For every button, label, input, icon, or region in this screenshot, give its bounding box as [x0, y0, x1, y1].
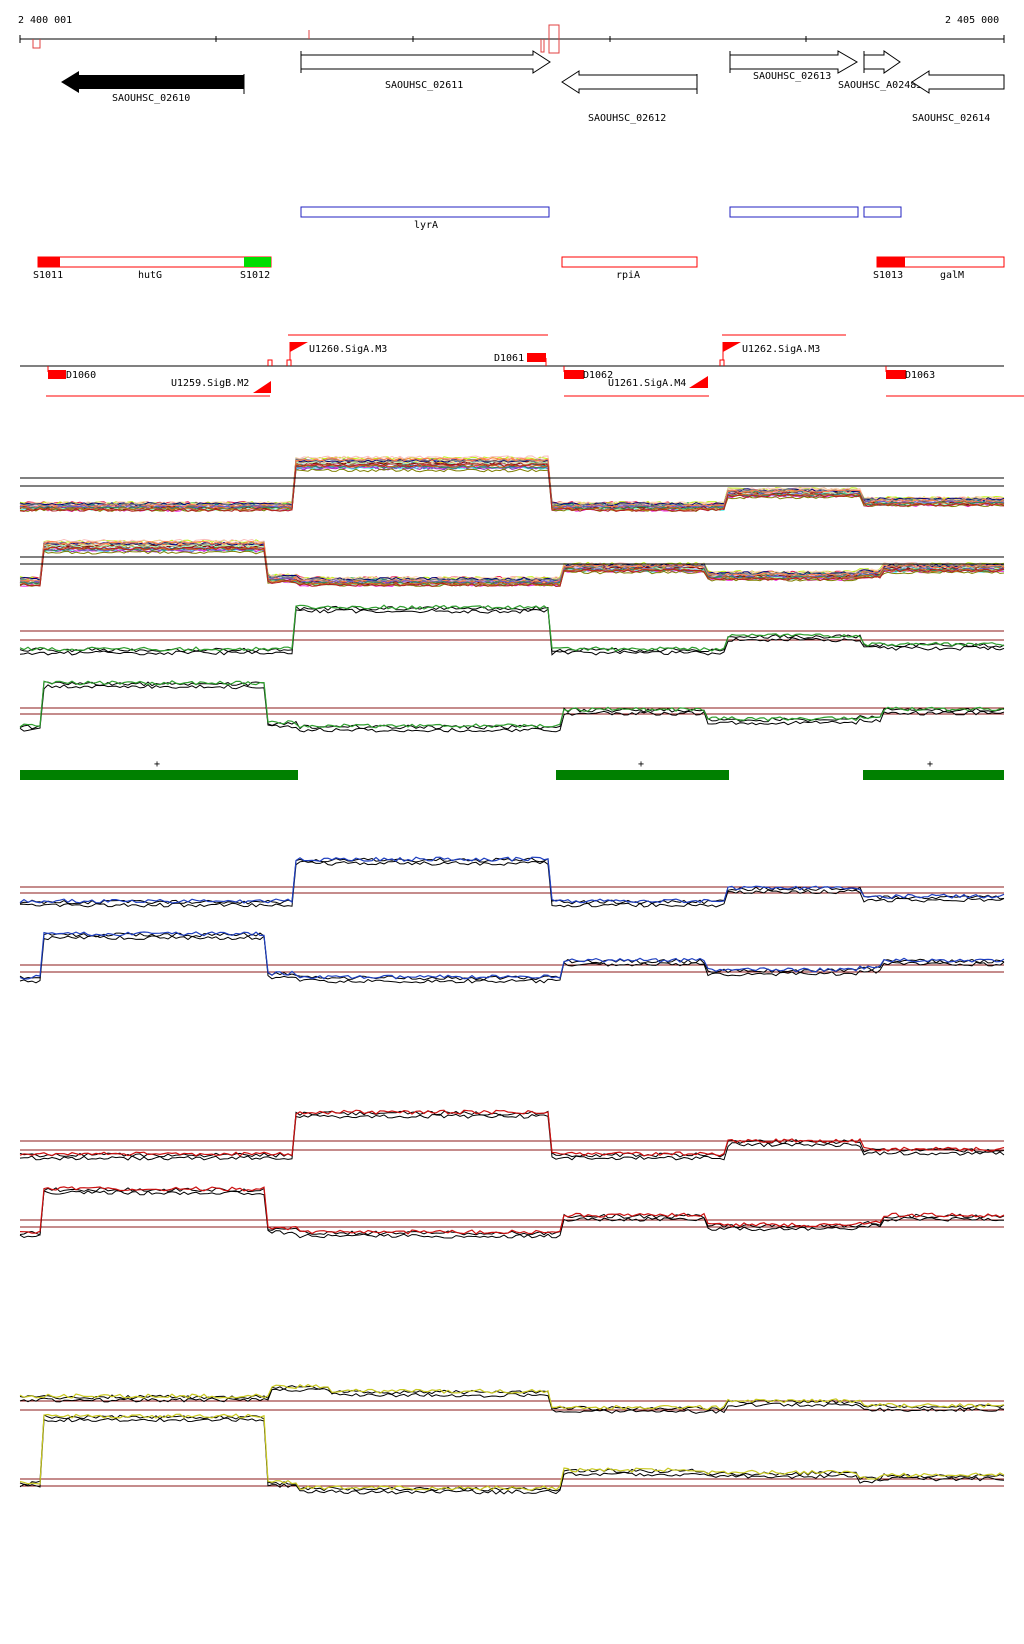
gene-saouhsc-02611[interactable]: SAOUHSC_02611: [300, 50, 551, 91]
condition-profile-line: [20, 457, 1005, 509]
upshift-u1259-sigb-m2[interactable]: U1259.SigB.M2: [171, 359, 273, 393]
end-site-marker: [244, 257, 271, 267]
upshift-u1261-siga-m4[interactable]: U1261.SigA.M4: [608, 376, 708, 389]
mean-profile-line: [19, 604, 1005, 652]
start-site-marker: [38, 257, 60, 267]
end-site-label: S1012: [240, 270, 270, 281]
replicate-profile-line: [19, 684, 1005, 733]
gene-label: SAOUHSC_02610: [112, 93, 190, 104]
replicate-profile-line: [19, 1385, 1005, 1411]
condition-profile-line: [19, 458, 1005, 508]
replicate-profile-line: [19, 1113, 1005, 1161]
segment-2[interactable]: +: [556, 759, 729, 780]
operon-label: hutG: [138, 270, 162, 281]
mean-profile-line: [19, 1383, 1005, 1411]
gene-label: SAOUHSC_02613: [753, 71, 831, 82]
upshift-u1260-siga-m3[interactable]: U1260.SigA.M3: [286, 342, 387, 366]
operon-label: rpiA: [616, 270, 640, 281]
replicate-profile-line: [19, 608, 1005, 656]
replicate-profile-line: [19, 605, 1005, 653]
replicate-profile-line: [19, 1187, 1005, 1236]
feature-label: lyrA: [414, 220, 438, 231]
replicate-profile-line: [19, 1414, 1005, 1492]
feature-track: lyrA: [300, 206, 902, 231]
segmentation-track: + + +: [20, 759, 1004, 780]
condition-profile-line: [19, 463, 1005, 513]
downshift-d1062[interactable]: D1062: [563, 366, 613, 381]
gene-saouhsc-02613[interactable]: SAOUHSC_02613: [729, 50, 858, 82]
gene-track: SAOUHSC_02610 SAOUHSC_02611 SAOUHSC_0261…: [61, 50, 1005, 124]
feature-box[interactable]: [729, 206, 859, 218]
gene-saouhsc-02610[interactable]: SAOUHSC_02610: [61, 71, 245, 104]
segment-strand-label: +: [927, 759, 933, 770]
operon-galm[interactable]: S1013 galM: [873, 256, 1005, 281]
downshift-d1061[interactable]: D1061: [494, 353, 547, 366]
shift-label: U1260.SigA.M3: [309, 344, 387, 355]
gene-label: SAOUHSC_02612: [588, 113, 666, 124]
mean-profile-line: [19, 931, 1005, 980]
condition-profile-line: [19, 541, 1005, 582]
operon-track: S1011 hutG S1012 rpiA S1013 galM: [33, 256, 1005, 281]
replicate-profile-line: [19, 1190, 1005, 1239]
gene-saouhsc-02612[interactable]: SAOUHSC_02612: [561, 70, 698, 124]
shift-label: U1261.SigA.M4: [608, 378, 686, 389]
start-site-label: S1013: [873, 270, 903, 281]
segment-3[interactable]: +: [863, 759, 1004, 780]
gene-saouhsc-02614[interactable]: SAOUHSC_02614: [911, 70, 1005, 124]
mean-profile-line: [19, 680, 1005, 729]
expression-profiles: [19, 455, 1005, 1495]
shift-label: D1062: [583, 370, 613, 381]
operon-label: galM: [940, 270, 964, 281]
condition-profile-line: [19, 462, 1005, 509]
ruler-end-label: 2 405 000: [945, 15, 999, 26]
segment-strand-label: +: [638, 759, 644, 770]
gene-label: SAOUHSC_02614: [912, 113, 990, 124]
operon-rpia[interactable]: rpiA: [561, 256, 698, 281]
mean-profile-line: [19, 856, 1005, 904]
segment-strand-label: +: [154, 759, 160, 770]
shift-label: D1063: [905, 370, 935, 381]
upshift-u1262-siga-m3[interactable]: U1262.SigA.M3: [719, 342, 820, 366]
start-site-label: S1011: [33, 270, 63, 281]
mean-profile-line: [19, 1186, 1005, 1235]
downshift-d1063[interactable]: D1063: [885, 366, 935, 381]
mean-profile-line: [19, 1413, 1005, 1491]
feature-box[interactable]: [863, 206, 902, 218]
replicate-profile-line: [20, 860, 1005, 908]
transcription-shift-track: D1060 U1259.SigB.M2 U1260.SigA.M3 D1061 …: [20, 334, 1024, 397]
replicate-profile-line: [19, 857, 1005, 905]
operon-hutg[interactable]: S1011 hutG S1012: [33, 256, 272, 281]
condition-profile-line: [19, 463, 1005, 508]
shift-label: D1060: [66, 370, 96, 381]
gene-label: SAOUHSC_A02483: [838, 80, 922, 91]
downshift-d1060[interactable]: D1060: [47, 366, 96, 381]
replicate-profile-line: [19, 935, 1005, 984]
feature-lyra[interactable]: lyrA: [300, 206, 550, 231]
replicate-profile-line: [19, 681, 1005, 730]
gene-saouhsc-a02483[interactable]: SAOUHSC_A02483: [838, 50, 922, 91]
condition-profile-line: [19, 546, 1005, 588]
replicate-profile-line: [19, 932, 1005, 981]
shift-label: D1061: [494, 353, 524, 364]
gene-label: SAOUHSC_02611: [385, 80, 463, 91]
start-site-marker: [877, 257, 905, 267]
segment-1[interactable]: +: [20, 759, 298, 780]
replicate-profile-line: [19, 1417, 1005, 1495]
coordinate-ruler: 2 400 001 2 405 000: [18, 15, 1005, 54]
mean-profile-line: [19, 1109, 1005, 1157]
shift-label: U1262.SigA.M3: [742, 344, 820, 355]
shift-label: U1259.SigB.M2: [171, 378, 249, 389]
ruler-start-label: 2 400 001: [18, 15, 72, 26]
